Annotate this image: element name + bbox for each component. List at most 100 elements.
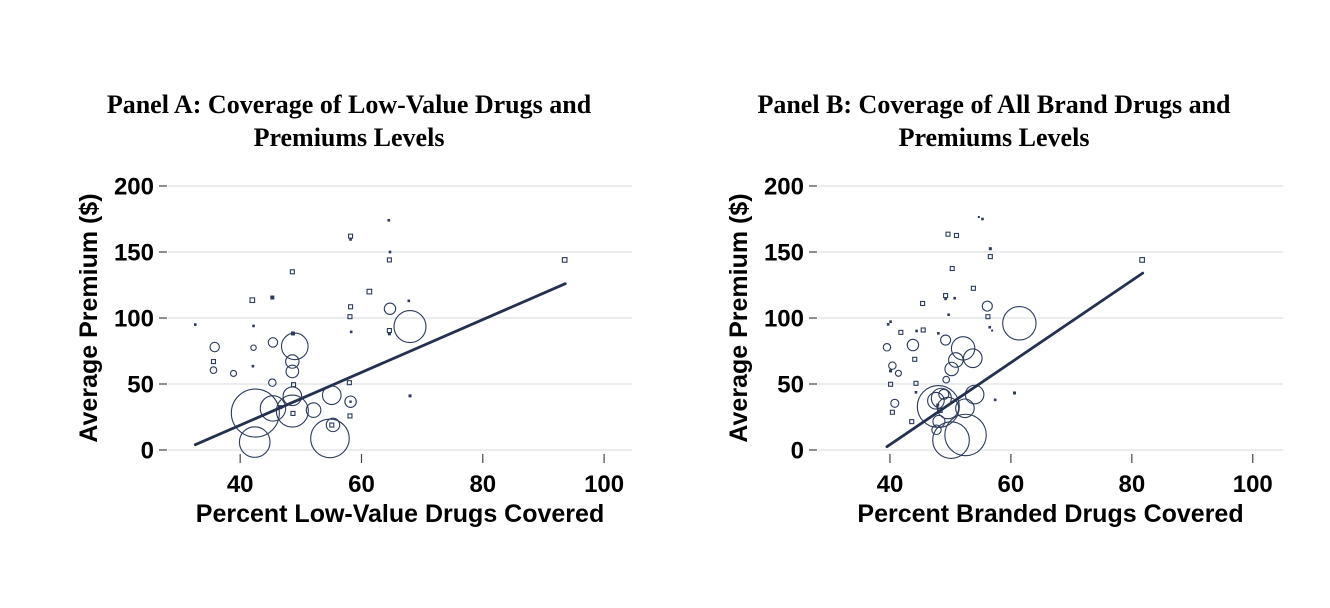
dot-marker (387, 332, 391, 336)
dot-marker (270, 295, 275, 300)
trend-line (193, 282, 567, 447)
square-marker (985, 314, 991, 320)
bubble-marker (931, 424, 942, 436)
dot-marker (251, 364, 255, 368)
dot-marker (947, 313, 950, 316)
y-tick-label: 0 (791, 438, 804, 465)
square-marker (987, 254, 993, 260)
bubble-marker (1002, 306, 1037, 341)
dot-marker (886, 323, 890, 326)
bubble-marker (936, 396, 960, 420)
dot-marker (937, 332, 940, 335)
square-marker (386, 327, 392, 334)
y-tick-label: 0 (141, 438, 154, 465)
square-marker (889, 409, 895, 415)
panel-a-y-axis-label: Average Premium ($) (75, 193, 103, 443)
bubble-marker (894, 369, 902, 377)
panel-a-x-axis-label: Percent Low-Value Drugs Covered (195, 500, 605, 528)
dot-marker (290, 331, 295, 336)
bubble-marker (344, 395, 357, 408)
bubble-marker (888, 361, 897, 370)
dot-marker (889, 320, 892, 323)
square-marker (1139, 257, 1145, 263)
bubble-marker (393, 310, 427, 344)
bubble-marker (229, 369, 238, 377)
bubble-marker (209, 366, 218, 374)
square-marker (912, 356, 918, 362)
x-tick-label: 80 (469, 471, 496, 498)
square-marker (945, 231, 951, 237)
square-marker (346, 380, 352, 386)
dot-marker (988, 325, 992, 329)
square-marker (920, 300, 926, 307)
dot-marker (914, 391, 918, 394)
square-marker (913, 380, 919, 386)
dot-marker (193, 323, 197, 326)
square-marker (970, 285, 976, 291)
bubble-marker (238, 426, 271, 458)
y-tick-label: 50 (127, 372, 154, 399)
bubble-marker (230, 388, 280, 438)
dot-marker (407, 299, 411, 303)
bubble-marker (932, 414, 946, 428)
bubble-marker (944, 361, 959, 377)
panel-b-y-axis-label: Average Premium ($) (725, 193, 753, 443)
bubble-marker (310, 418, 350, 459)
x-tick-label: 80 (1118, 471, 1145, 498)
bubble-marker (944, 413, 987, 457)
x-tick-label: 100 (584, 471, 624, 498)
bubble-marker (305, 402, 322, 418)
panel-b-title-line2: Premiums Levels (898, 123, 1090, 152)
square-marker (290, 410, 296, 416)
y-tick-label: 200 (114, 174, 154, 201)
y-tick-label: 200 (764, 174, 804, 201)
trend-line (885, 271, 1145, 449)
dot-marker (993, 398, 997, 402)
x-tick-label: 60 (998, 471, 1025, 498)
y-tick-label: 50 (777, 372, 804, 399)
square-marker (210, 359, 217, 365)
bubble-marker (942, 375, 951, 384)
bubble-marker (325, 417, 341, 433)
square-marker (348, 233, 354, 239)
bubble-marker (940, 334, 952, 346)
dot-marker (889, 369, 893, 373)
bubble-marker (282, 386, 303, 407)
panel-a-title-line2: Premiums Levels (253, 123, 445, 152)
bubble-marker (209, 341, 220, 353)
square-marker (909, 419, 915, 425)
square-marker (953, 232, 960, 239)
dot-marker (349, 400, 352, 403)
y-tick-label: 150 (114, 240, 154, 267)
bubble-marker (932, 421, 970, 459)
dot-marker (953, 296, 956, 300)
dot-marker (981, 217, 984, 221)
panel-b-title-line1: Panel B: Coverage of All Brand Drugs and (757, 90, 1231, 119)
bubble-marker (250, 344, 257, 351)
bubble-marker (285, 364, 300, 379)
dot-marker (408, 394, 412, 398)
bubble-marker (383, 302, 397, 316)
dot-marker (944, 297, 947, 301)
square-marker (348, 304, 354, 310)
bubble-marker (927, 391, 945, 410)
bubble-marker (268, 378, 277, 387)
square-marker (347, 314, 353, 320)
x-tick-label: 40 (227, 471, 254, 498)
dot-marker (252, 324, 255, 328)
square-marker (249, 297, 256, 304)
square-marker (366, 288, 373, 295)
square-marker (920, 327, 926, 333)
dot-marker (388, 250, 392, 254)
x-tick-label: 40 (877, 471, 904, 498)
panel-a-title: Panel A: Coverage of Low-Value Drugs and… (49, 88, 649, 154)
square-marker (888, 381, 894, 387)
bubble-marker (259, 395, 287, 422)
dot-marker (991, 329, 994, 332)
dot-marker (349, 238, 352, 241)
y-tick-label: 100 (764, 306, 804, 333)
bubble-marker (275, 394, 309, 428)
x-tick-label: 60 (348, 471, 375, 498)
